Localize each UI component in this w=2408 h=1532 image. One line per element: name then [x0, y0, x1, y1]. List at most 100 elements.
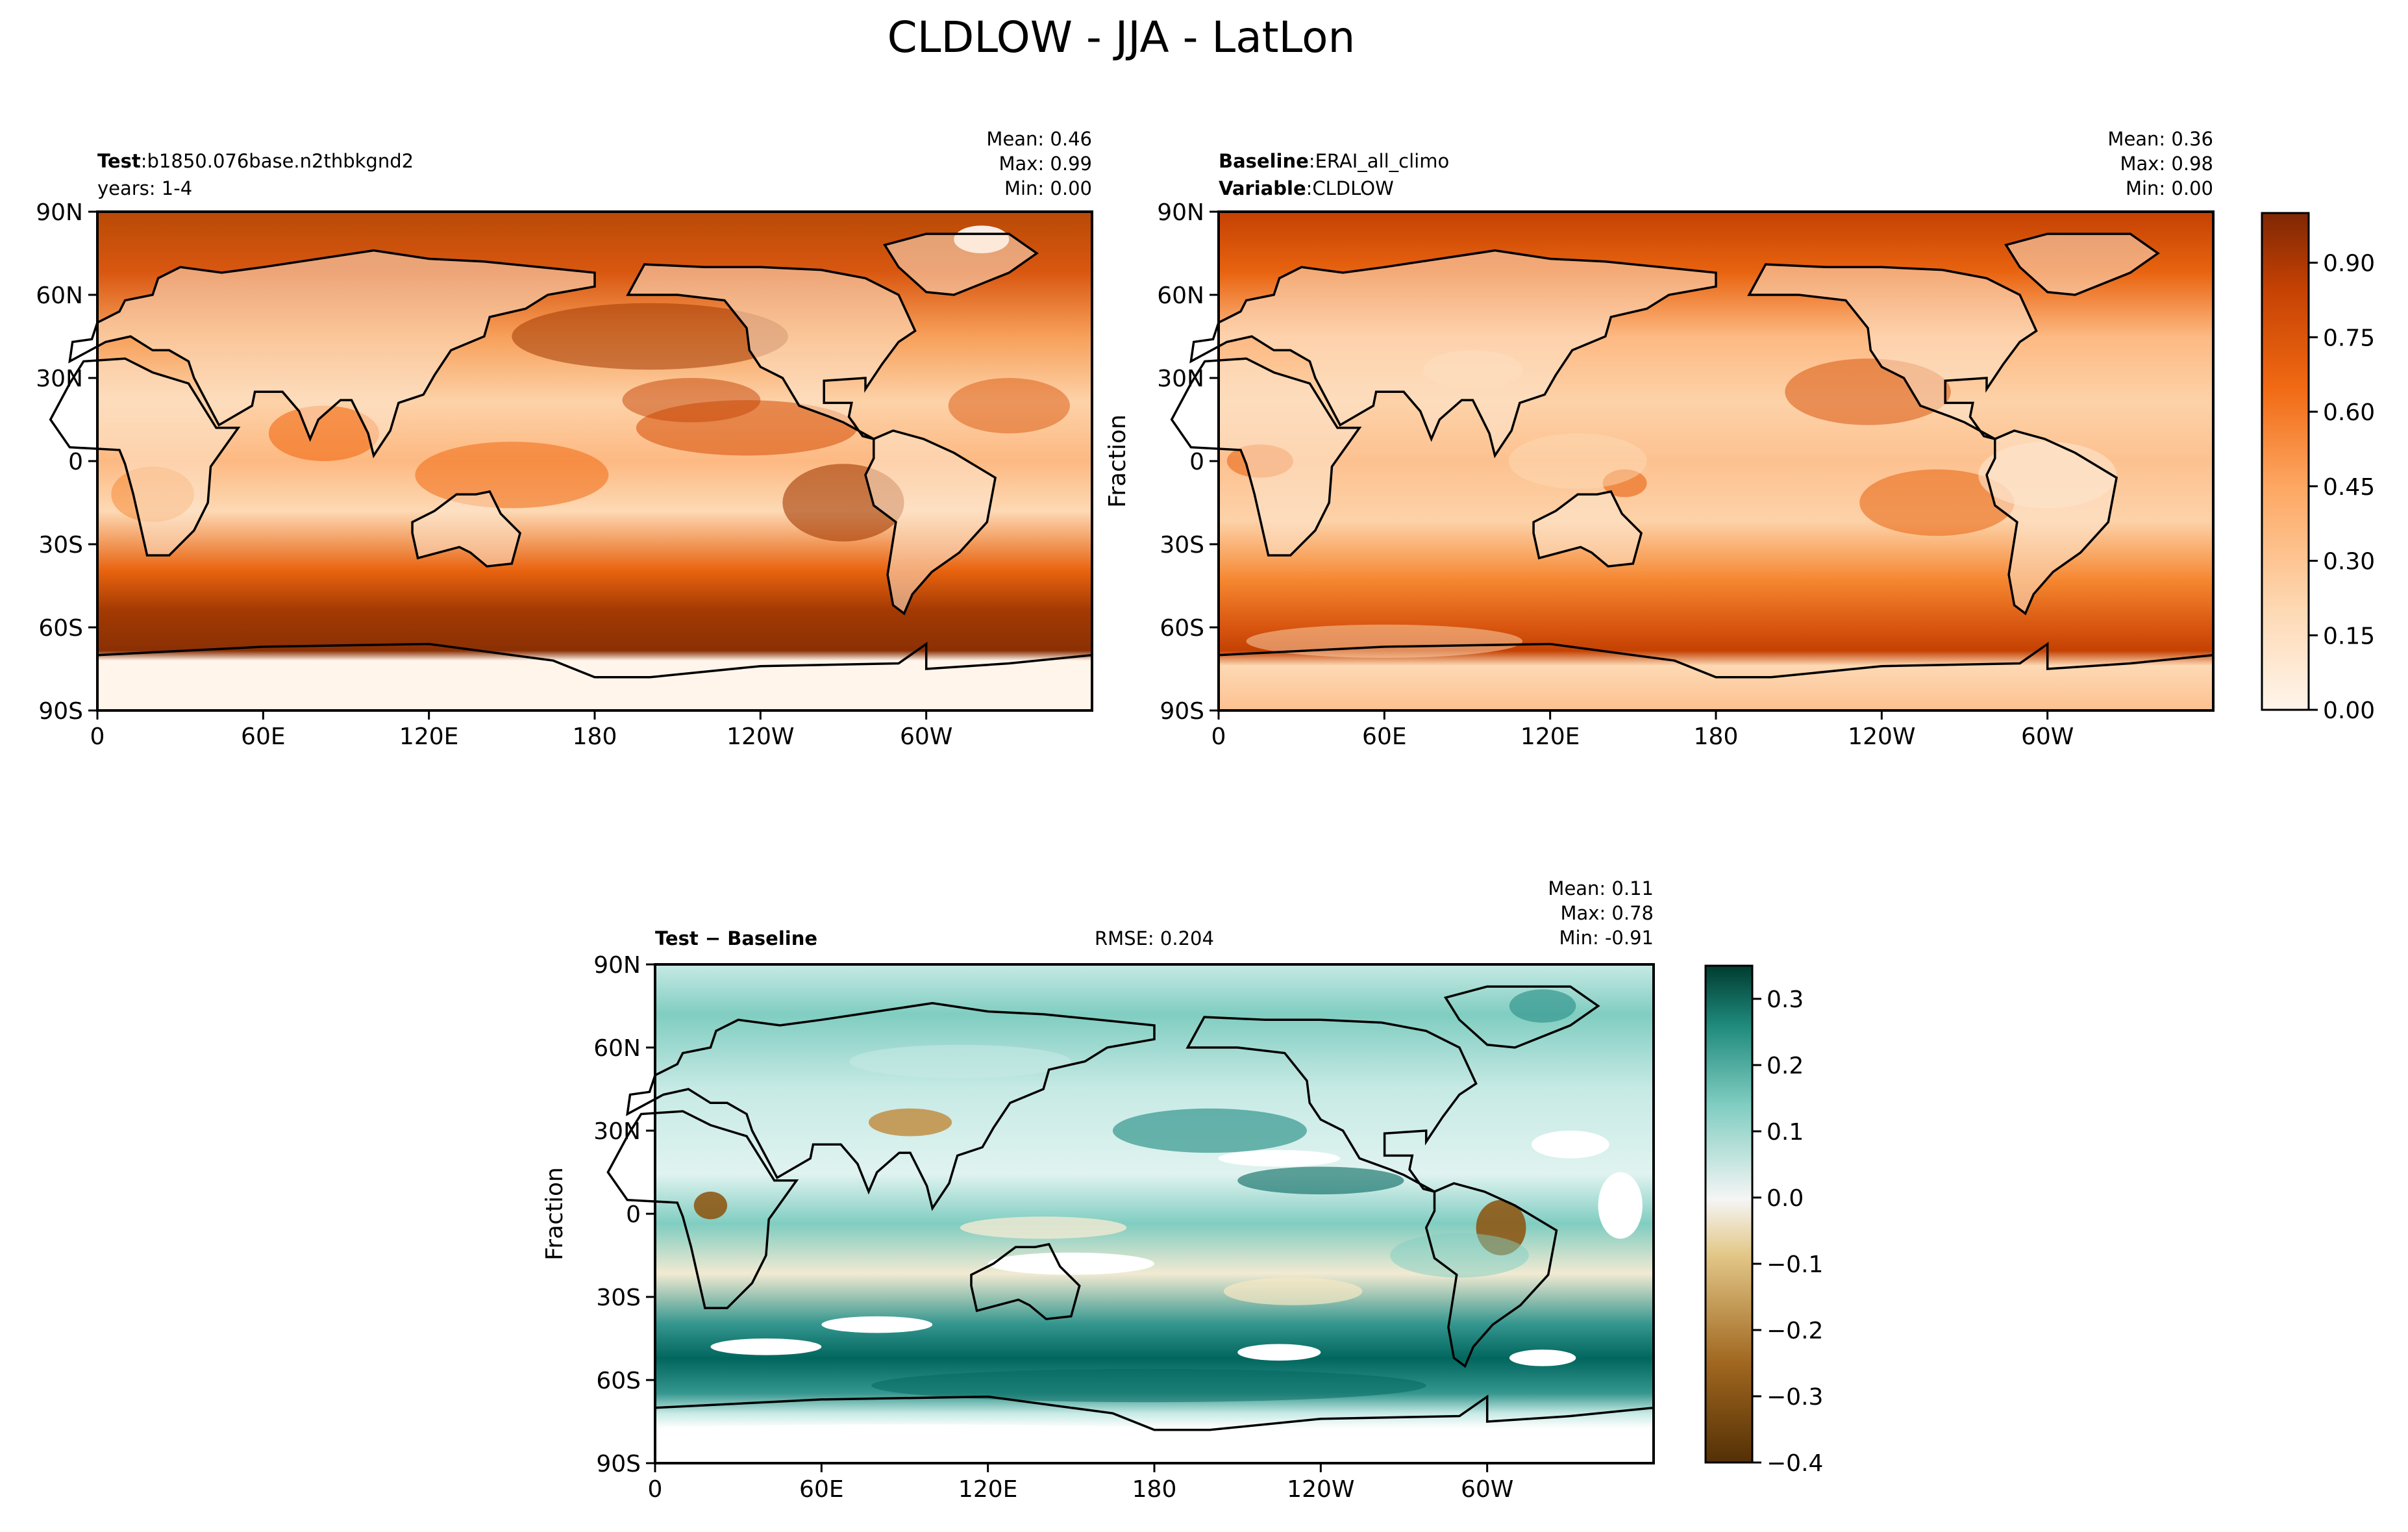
land-tint: [1749, 264, 2037, 439]
figure-title: CLDLOW - JJA - LatLon: [887, 12, 1356, 62]
field-feature: [1532, 1131, 1609, 1159]
field-feature: [1237, 1344, 1321, 1361]
panel-diff: Test − Baseline RMSE: 0.204 Mean: 0.11 M…: [541, 877, 1823, 1503]
field-feature: [1508, 433, 1647, 489]
panel-test-label: Test:b1850.076base.n2thbkgnd2: [97, 150, 414, 172]
coastline: [1424, 1182, 1558, 1368]
y-tick-label: 90S: [1160, 698, 1204, 725]
map-baseline-coastlines: [1170, 232, 2215, 712]
panel-test-stat-min: Min: 0.00: [1004, 177, 1092, 199]
y-tick-label: 90S: [596, 1451, 641, 1477]
x-tick-label: 180: [1132, 1476, 1177, 1503]
colorbar-tick-label: 0.00: [2323, 697, 2375, 724]
colorbar-fraction-ticks: 0.00 0.15 0.30 0.45 0.60 0.75 0.90: [2309, 251, 2375, 724]
y-tick-label: 30N: [36, 366, 83, 392]
coastline: [68, 249, 596, 458]
panel-diff-label: Test − Baseline: [655, 927, 817, 949]
y-tick-label: 30S: [596, 1285, 641, 1311]
panel-test-subtitle: years: 1-4: [97, 177, 192, 199]
x-tick-label: 120W: [1848, 723, 1915, 750]
colorbar-tick-label: −0.2: [1767, 1318, 1823, 1344]
land-tint: [628, 264, 915, 439]
x-tick-label: 180: [573, 723, 617, 750]
panel-diff-stat-max: Max: 0.78: [1560, 902, 1654, 924]
coastline: [2004, 232, 2160, 296]
field-feature: [1598, 1172, 1643, 1239]
colorbar-tick-label: −0.1: [1767, 1251, 1823, 1278]
y-tick-label: 60S: [596, 1368, 641, 1394]
map-diff: [655, 964, 1654, 1463]
colorbar-tick-label: 0.15: [2323, 623, 2375, 649]
y-tick-label: 60S: [38, 615, 83, 642]
field-feature: [693, 1191, 728, 1220]
field-feature: [622, 378, 761, 423]
panel-test-stat-max: Max: 0.99: [999, 153, 1092, 175]
panel-baseline-label-value: ERAI_all_climo: [1315, 150, 1450, 172]
field-feature: [987, 1252, 1155, 1275]
x-tick-label: 0: [90, 723, 105, 750]
x-tick-label: 120E: [399, 723, 458, 750]
panel-test: Test:b1850.076base.n2thbkgnd2 years: 1-4…: [36, 128, 1093, 750]
map-diff-features: [655, 989, 1643, 1458]
y-tick-label: 90N: [1157, 199, 1204, 226]
field-feature: [868, 1108, 952, 1136]
x-tick-label: 120E: [958, 1476, 1017, 1503]
coastline: [970, 1242, 1081, 1320]
y-tick-label: 90N: [593, 952, 641, 979]
field-feature: [960, 1216, 1127, 1239]
field-feature: [1218, 1149, 1341, 1167]
panel-test-label-key: Test: [97, 150, 141, 172]
land-tint: [884, 234, 1037, 295]
y-tick-label: 90N: [36, 199, 83, 226]
x-tick-label: 120W: [726, 723, 794, 750]
panel-baseline-variable-key: Variable: [1219, 177, 1306, 199]
panel-baseline-label-key: Baseline: [1219, 150, 1309, 172]
panel-baseline-ylabel: Fraction: [1104, 414, 1131, 508]
coastline: [1170, 357, 1362, 557]
land-tint: [865, 431, 996, 614]
x-tick-label: 60W: [900, 723, 952, 750]
land-tint: [412, 491, 521, 567]
field-feature: [1509, 1350, 1576, 1366]
panel-baseline-stat-max: Max: 0.98: [2120, 153, 2213, 175]
panel-diff-rmse: RMSE: 0.204: [1095, 927, 1214, 949]
panel-baseline-label: Baseline:ERAI_all_climo: [1219, 150, 1449, 172]
x-tick-label: 60W: [2021, 723, 2074, 750]
coastline: [626, 1001, 1156, 1211]
y-tick-label: 60N: [1157, 283, 1204, 309]
colorbar-tick-label: −0.4: [1767, 1450, 1823, 1477]
map-diff-axes: 0 60E 120E 180 120W 60W 90N 60N 30N 0 30S 60S 90S: [593, 952, 1513, 1503]
x-tick-label: 120E: [1521, 723, 1580, 750]
panel-baseline-variable-value: CLDLOW: [1312, 177, 1393, 199]
x-tick-label: 60W: [1461, 1476, 1513, 1503]
land-tint: [1987, 431, 2117, 614]
map-test: [97, 212, 1092, 710]
coastline: [49, 357, 241, 557]
field-feature: [1223, 1277, 1363, 1305]
colorbar-tick-label: 0.0: [1767, 1185, 1804, 1212]
y-tick-label: 30S: [1160, 532, 1204, 559]
panel-test-stat-mean: Mean: 0.46: [986, 128, 1092, 150]
y-tick-label: 60N: [593, 1035, 641, 1062]
coastline: [411, 490, 522, 568]
colorbar-tick-label: 0.90: [2323, 251, 2375, 277]
colorbar-tick-label: 0.1: [1767, 1119, 1804, 1146]
colorbar-tick-label: 0.2: [1767, 1053, 1804, 1079]
land-tint: [1219, 250, 1716, 456]
colorbar-tick-label: 0.60: [2323, 399, 2375, 426]
y-tick-label: 30N: [1157, 366, 1204, 392]
field-feature: [655, 1424, 1321, 1458]
panel-baseline-stat-mean: Mean: 0.36: [2107, 128, 2213, 150]
y-tick-label: 0: [68, 449, 83, 475]
x-tick-label: 60E: [799, 1476, 844, 1503]
y-tick-label: 90S: [38, 698, 83, 725]
map-test-axes: 0 60E 120E 180 120W 60W 90N 60N 30N 0 30S 60S 90S: [36, 199, 952, 750]
land-tint: [97, 250, 595, 456]
x-tick-label: 60E: [1362, 723, 1407, 750]
coastline: [1443, 985, 1600, 1049]
y-tick-label: 0: [626, 1201, 641, 1228]
field-feature: [1859, 469, 2015, 536]
colorbar-tick-label: 0.75: [2323, 325, 2375, 351]
field-feature: [871, 1368, 1426, 1403]
